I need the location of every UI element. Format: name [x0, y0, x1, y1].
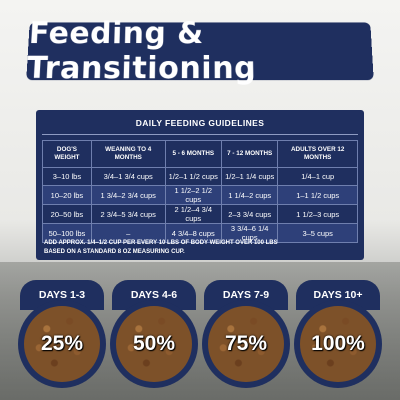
table-cell: 1 1/2–3 cups [278, 205, 358, 224]
kibble-image: 25% [24, 306, 100, 382]
table-cell: 3–10 lbs [43, 168, 92, 186]
table-cell: 2 3/4–5 3/4 cups [91, 205, 165, 224]
food-bowl-icon: 100% [294, 300, 382, 388]
kibble-image: 100% [300, 306, 376, 382]
feeding-guidelines-panel: DAILY FEEDING GUIDELINES DOG'S WEIGHT WE… [36, 110, 364, 260]
note-line: ADD APPROX. 1/4–1/2 CUP PER EVERY 10 LBS… [44, 239, 278, 248]
food-bowl-icon: 75% [202, 300, 290, 388]
divider [42, 134, 358, 135]
table-cell: 1 1/4–2 cups [221, 186, 277, 205]
column-header: ADULTS OVER 12 MONTHS [278, 141, 358, 168]
percent-label: 25% [41, 332, 83, 356]
column-header: DOG'S WEIGHT [43, 141, 92, 168]
table-header-row: DOG'S WEIGHT WEANING TO 4 MONTHS 5 - 6 M… [43, 141, 358, 168]
guidelines-heading: DAILY FEEDING GUIDELINES [36, 118, 364, 128]
percent-label: 75% [225, 332, 267, 356]
percent-label: 50% [133, 332, 175, 356]
kibble-image: 75% [208, 306, 284, 382]
table-row: 20–50 lbs 2 3/4–5 3/4 cups 2 1/2–4 3/4 c… [43, 205, 358, 224]
table-cell: 10–20 lbs [43, 186, 92, 205]
table-cell: 3/4–1 3/4 cups [91, 168, 165, 186]
table-cell: 2 1/2–4 3/4 cups [165, 205, 221, 224]
table-cell: 20–50 lbs [43, 205, 92, 224]
table-cell: 1 1/2–2 1/2 cups [165, 186, 221, 205]
table-cell: 1–1 1/2 cups [278, 186, 358, 205]
page-title: Feeding & Transitioning [26, 17, 374, 87]
table-cell: 3–5 cups [278, 224, 358, 243]
table-cell: 2–3 3/4 cups [221, 205, 277, 224]
table-cell: 1/2–1 1/4 cups [221, 168, 277, 186]
food-bowl-icon: 50% [110, 300, 198, 388]
column-header: 7 - 12 MONTHS [221, 141, 277, 168]
column-header: 5 - 6 MONTHS [165, 141, 221, 168]
table-cell: 1/2–1 1/2 cups [165, 168, 221, 186]
percent-label: 100% [311, 332, 365, 356]
food-bowl-icon: 25% [18, 300, 106, 388]
table-cell: 1 3/4–2 3/4 cups [91, 186, 165, 205]
feeding-note: ADD APPROX. 1/4–1/2 CUP PER EVERY 10 LBS… [44, 239, 278, 256]
column-header: WEANING TO 4 MONTHS [91, 141, 165, 168]
feeding-table: DOG'S WEIGHT WEANING TO 4 MONTHS 5 - 6 M… [42, 140, 358, 243]
kibble-image: 50% [116, 306, 192, 382]
note-line: BASED ON A STANDARD 8 OZ MEASURING CUP. [44, 248, 278, 257]
table-cell: 1/4–1 cup [278, 168, 358, 186]
title-banner: Feeding & Transitioning [26, 22, 374, 80]
table-row: 10–20 lbs 1 3/4–2 3/4 cups 1 1/2–2 1/2 c… [43, 186, 358, 205]
table-row: 3–10 lbs 3/4–1 3/4 cups 1/2–1 1/2 cups 1… [43, 168, 358, 186]
